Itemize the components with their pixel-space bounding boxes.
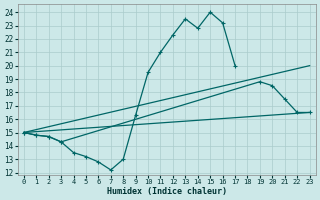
X-axis label: Humidex (Indice chaleur): Humidex (Indice chaleur)	[107, 187, 227, 196]
